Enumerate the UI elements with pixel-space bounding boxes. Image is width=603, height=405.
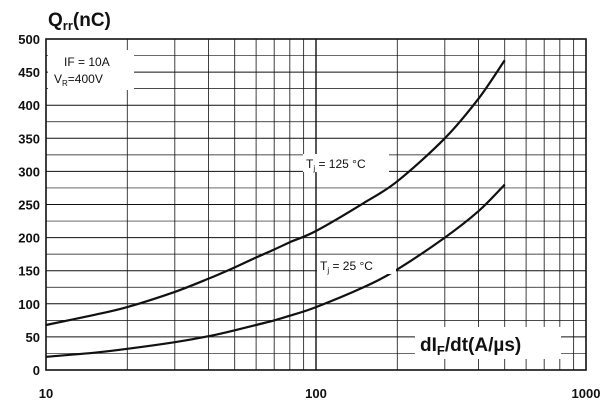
condition-voltage: VR=400V (54, 72, 103, 88)
series-label-25: Tj = 25 °C (320, 259, 373, 275)
y-tick-label: 200 (18, 231, 40, 246)
x-axis-title-sub: F (437, 343, 445, 358)
condition-current: IF = 10A (64, 55, 110, 69)
curves (45, 59, 506, 358)
grid (46, 39, 586, 370)
x-axis-ticks: 10 100 1000 (39, 386, 601, 401)
y-tick-label: 400 (18, 98, 40, 113)
y-axis-title-rest: (nC) (73, 10, 111, 31)
y-tick-label: 300 (18, 164, 40, 179)
series-label-125-sub: j (312, 164, 315, 173)
series-label-25-bg (317, 256, 396, 274)
y-tick-label: 450 (18, 65, 40, 80)
x-tick-label: 1000 (572, 386, 601, 401)
series-label-125-bg (303, 154, 389, 172)
x-axis-title-bg (415, 327, 561, 359)
condition-voltage-rest: =400V (68, 72, 103, 86)
series-label-25-main: T (320, 259, 328, 273)
y-axis-ticks: 0 50 100 150 200 250 300 350 400 450 500 (18, 32, 40, 378)
y-tick-label: 100 (18, 297, 40, 312)
condition-voltage-sub: R (62, 79, 68, 88)
x-axis-title-rest: /dt(A/µs) (445, 335, 521, 356)
y-tick-label: 0 (33, 363, 40, 378)
x-axis-title-main: dI (420, 335, 437, 356)
y-tick-label: 50 (26, 330, 40, 345)
y-axis-title: Qrr(nC) (48, 10, 111, 33)
y-tick-label: 350 (18, 131, 40, 146)
condition-voltage-main: V (54, 72, 62, 86)
x-tick-label: 100 (305, 386, 327, 401)
series-label-25-sub: j (326, 266, 329, 275)
series-label-25-rest: = 25 °C (329, 259, 373, 273)
y-tick-label: 150 (18, 264, 40, 279)
y-axis-title-main: Q (48, 10, 63, 31)
x-tick-label: 10 (39, 386, 53, 401)
conditions-box (48, 50, 134, 90)
curve-tj-25 (45, 183, 506, 358)
y-tick-label: 250 (18, 198, 40, 213)
series-label-125-main: T (306, 157, 314, 171)
series-label-125-rest: = 125 °C (315, 157, 366, 171)
x-axis-title: dIF/dt(A/µs) (420, 335, 521, 358)
y-tick-label: 500 (18, 32, 40, 47)
curve-tj-125 (45, 59, 506, 327)
plot-frame (45, 38, 587, 371)
y-axis-title-sub: rr (63, 18, 73, 33)
series-label-125: Tj = 125 °C (306, 157, 366, 173)
